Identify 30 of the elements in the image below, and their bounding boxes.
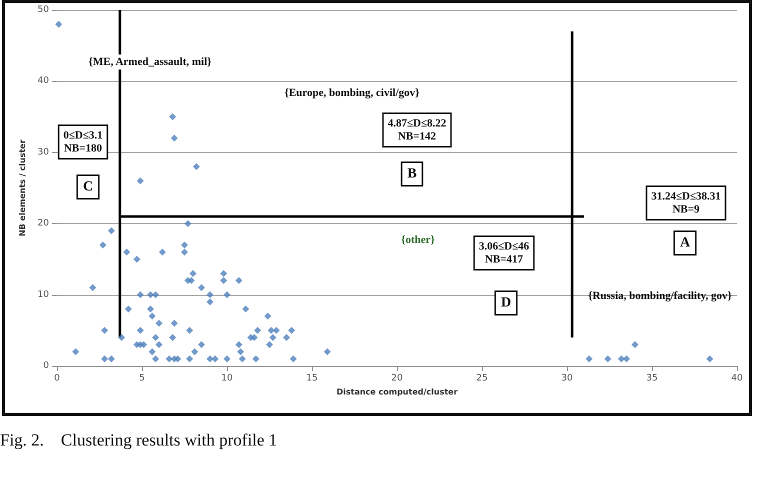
annotation: {Russia, bombing/facility, gov} bbox=[588, 290, 732, 302]
annotation: {Europe, bombing, civil/gov} bbox=[284, 87, 420, 99]
x-tick-label: 5 bbox=[139, 374, 145, 384]
y-tick-label: 20 bbox=[38, 218, 50, 229]
y-tick-label: 40 bbox=[38, 76, 50, 86]
x-tick-label: 35 bbox=[646, 374, 658, 384]
annotation: {ME, Armed_assault, mil} bbox=[88, 56, 212, 68]
x-tick-label: 20 bbox=[391, 374, 403, 384]
x-tick-label: 15 bbox=[306, 374, 318, 384]
annotation: 0≤D≤3.1 NB=180 bbox=[63, 130, 103, 154]
y-tick-label: 10 bbox=[38, 290, 50, 300]
y-tick-label: 50 bbox=[38, 5, 50, 15]
x-tick-label: 40 bbox=[731, 374, 743, 384]
annotation: 3.06≤D≤46 NB=417 bbox=[478, 240, 530, 266]
caption: Fig. 2. Clustering results with profile 1 bbox=[0, 430, 278, 450]
y-axis-title: NB elements / cluster bbox=[18, 140, 28, 236]
x-axis-title: Distance computed/cluster bbox=[336, 387, 458, 396]
x-tick-label: 10 bbox=[221, 374, 233, 384]
annotation: D bbox=[500, 296, 512, 310]
x-tick-label: 0 bbox=[54, 374, 60, 384]
x-tick-label: 30 bbox=[561, 374, 573, 384]
annotation: 4.87≤D≤8.22 NB=142 bbox=[388, 118, 447, 142]
annotation: 31.24≤D≤38.31 NB=9 bbox=[651, 190, 721, 216]
x-tick-label: 25 bbox=[476, 374, 488, 384]
y-tick-label: 0 bbox=[43, 361, 50, 371]
annotation: {other} bbox=[401, 234, 435, 246]
annotation: A bbox=[680, 236, 691, 250]
annotation: B bbox=[407, 166, 417, 182]
y-tick-label: 30 bbox=[38, 147, 50, 158]
annotation: C bbox=[82, 180, 94, 194]
